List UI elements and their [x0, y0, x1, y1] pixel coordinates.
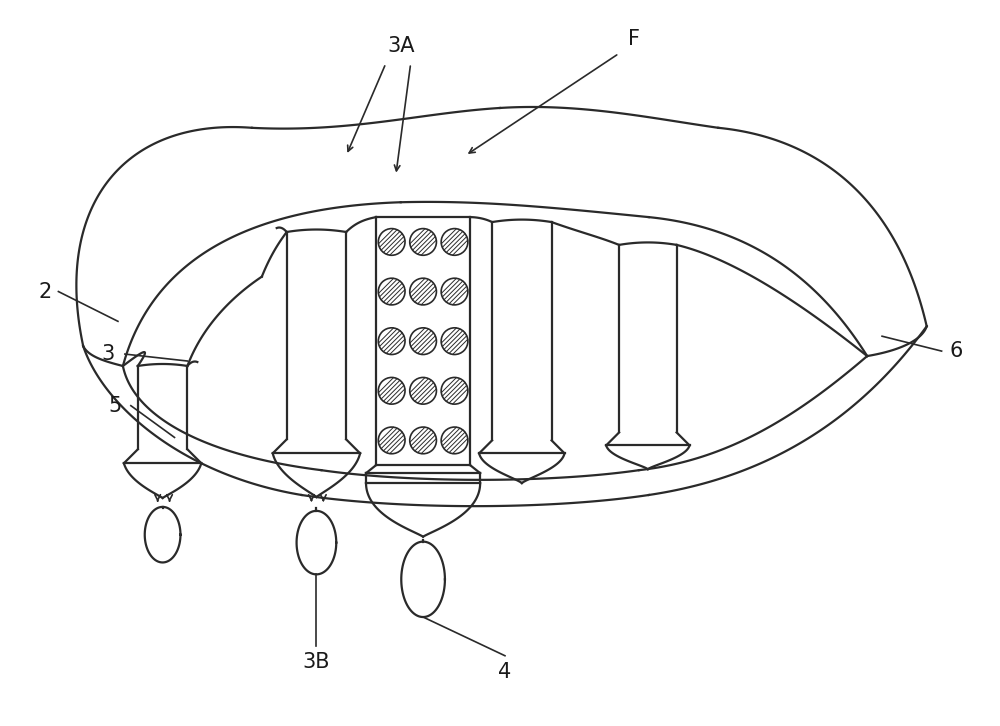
Circle shape [410, 229, 436, 256]
Circle shape [378, 229, 405, 256]
Text: 6: 6 [950, 341, 963, 361]
Circle shape [378, 278, 405, 305]
Text: F: F [628, 28, 640, 49]
Circle shape [410, 378, 436, 404]
Text: 3B: 3B [303, 652, 330, 672]
Circle shape [441, 229, 468, 256]
Text: 3A: 3A [387, 36, 415, 57]
Text: 5: 5 [108, 396, 122, 416]
Circle shape [441, 328, 468, 354]
Circle shape [378, 328, 405, 354]
Text: 3: 3 [101, 344, 115, 364]
Circle shape [441, 378, 468, 404]
Circle shape [378, 427, 405, 454]
Circle shape [410, 328, 436, 354]
Circle shape [410, 278, 436, 305]
Circle shape [378, 378, 405, 404]
Circle shape [441, 278, 468, 305]
Circle shape [410, 427, 436, 454]
Text: 4: 4 [498, 661, 512, 682]
Circle shape [441, 427, 468, 454]
Text: 2: 2 [39, 282, 52, 301]
